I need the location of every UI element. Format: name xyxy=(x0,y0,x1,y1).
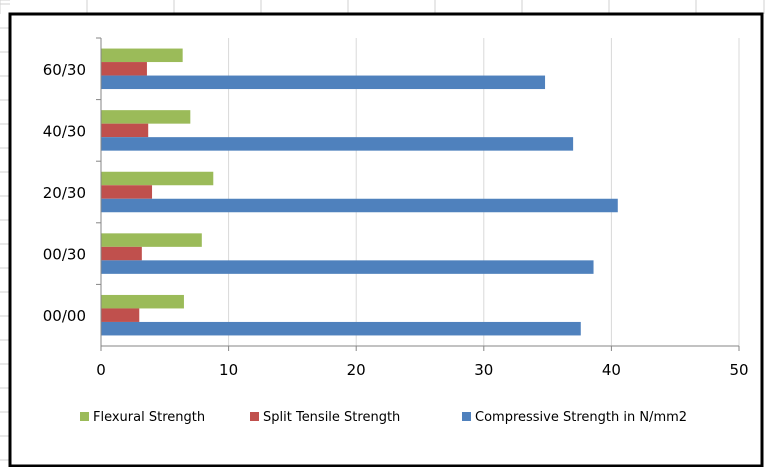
bar xyxy=(101,246,142,261)
bars xyxy=(101,48,618,336)
bar xyxy=(101,75,546,90)
bar xyxy=(101,308,140,322)
legend: Flexural Strength Split Tensile Strength C… xyxy=(80,410,687,425)
x-tick-labels: 0 10 20 30 40 50 xyxy=(96,361,748,379)
x-tick-label: 40 xyxy=(602,361,621,379)
bar xyxy=(101,185,153,199)
gridlines xyxy=(96,37,740,351)
legend-label: Split Tensile Strength xyxy=(263,410,400,425)
y-tick-label: 00/00 xyxy=(43,307,86,325)
y-tick-label: 00/30 xyxy=(43,246,86,264)
x-tick-label: 50 xyxy=(729,361,748,379)
bar xyxy=(101,123,149,138)
bar xyxy=(101,137,574,151)
y-tick-label: 20/30 xyxy=(43,184,86,202)
x-tick-label: 30 xyxy=(474,361,493,379)
legend-swatch xyxy=(80,412,89,421)
x-tick-label: 10 xyxy=(219,361,238,379)
bar xyxy=(101,48,183,63)
x-tick-label: 0 xyxy=(96,361,106,379)
axes xyxy=(100,38,739,347)
bar xyxy=(101,260,594,274)
bar xyxy=(101,62,147,76)
legend-label: Compressive Strength in N/mm2 xyxy=(475,410,687,425)
y-tick-label: 60/30 xyxy=(43,61,86,79)
bar xyxy=(101,233,202,247)
legend-swatch xyxy=(462,412,471,421)
y-tick-label: 40/30 xyxy=(43,122,86,140)
y-tick-labels: 00/00 00/30 20/30 40/30 60/30 xyxy=(43,61,86,325)
bar xyxy=(101,294,184,309)
background-cells xyxy=(0,0,765,461)
bar xyxy=(101,321,581,336)
x-tick-label: 20 xyxy=(347,361,366,379)
bar xyxy=(101,198,618,213)
bar xyxy=(101,171,214,186)
legend-label: Flexural Strength xyxy=(93,410,205,425)
legend-swatch xyxy=(250,412,259,421)
bar xyxy=(101,110,191,124)
